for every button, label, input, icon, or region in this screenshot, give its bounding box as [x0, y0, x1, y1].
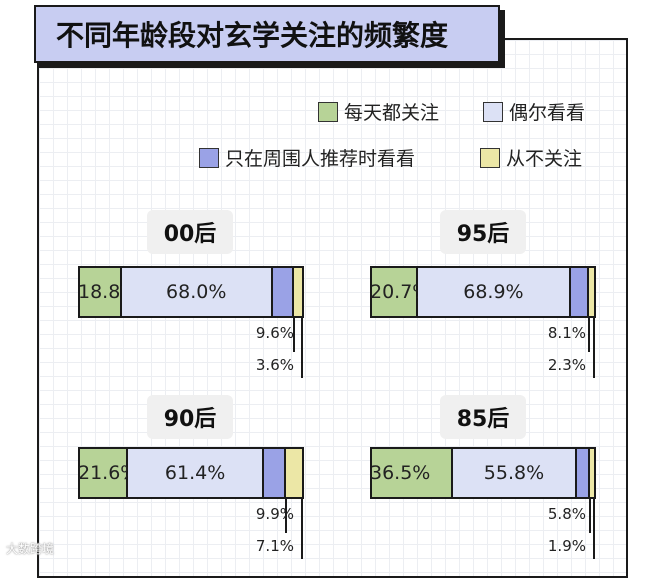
panel-0-value-label-never: 3.6% — [255, 356, 294, 374]
panel-3-stacked-bar: 36.5% 55.8% — [370, 447, 596, 499]
panel-2-value-label-never: 7.1% — [255, 537, 294, 555]
legend-item-never: 从不关注 — [480, 144, 582, 171]
panel-2-leader-never — [301, 497, 303, 559]
panel-3-value-label-never: 1.9% — [547, 537, 586, 555]
legend-item-daily: 每天都关注 — [318, 98, 439, 125]
panel-0-value-label-recommended: 9.6% — [255, 324, 294, 342]
panel-2-stacked-bar: 21.6% 61.4% — [78, 447, 304, 499]
panel-0-group-label: 00后 — [147, 210, 233, 254]
panel-0-leader-never — [301, 316, 303, 378]
panel-1-value-label-never: 2.3% — [547, 356, 586, 374]
panel-1-value-label-occasional: 68.9% — [463, 281, 524, 303]
panel-3-leader-never — [593, 497, 595, 559]
panel-1-value-label-daily: 20.7% — [370, 281, 431, 303]
panel-3-group-label: 85后 — [440, 395, 526, 439]
panel-3-segment-daily: 36.5% — [370, 449, 454, 497]
panel-1-value-label-recommended: 8.1% — [547, 324, 586, 342]
panel-1-leader-recommended — [587, 316, 590, 352]
panel-2-segment-never — [286, 449, 302, 497]
legend-item-occasional: 偶尔看看 — [483, 98, 585, 125]
legend-label-daily: 每天都关注 — [344, 102, 440, 124]
panel-0-segment-occasional: 68.0% — [121, 268, 273, 316]
panel-3-segment-occasional: 55.8% — [453, 449, 577, 497]
panel-2-segment-daily: 21.6% — [78, 449, 138, 497]
watermark-text: 大数跨境 — [6, 542, 55, 556]
panel-2-segment-recommended — [264, 449, 287, 497]
panel-2-value-label-daily: 21.6% — [78, 462, 139, 484]
legend-item-recommended: 只在周围人推荐时看看 — [199, 144, 415, 171]
panel-3-value-label-daily: 36.5% — [370, 462, 431, 484]
panel-0-value-label-occasional: 68.0% — [166, 281, 227, 303]
panel-2-value-label-occasional: 61.4% — [164, 462, 226, 484]
legend-label-never: 从不关注 — [506, 148, 583, 170]
panel-2-leader-recommended — [285, 497, 288, 533]
panel-0-segment-recommended — [272, 268, 294, 316]
panel-3-segment-recommended — [576, 449, 590, 497]
panel-3-segment-never — [589, 449, 594, 497]
panel-1-segment-never — [588, 268, 594, 316]
panel-1-segment-recommended — [570, 268, 589, 316]
legend-swatch-never — [480, 147, 500, 168]
legend-swatch-occasional — [483, 101, 503, 122]
panel-0-segment-daily: 18.8% — [78, 268, 138, 316]
panel-1-segment-daily: 20.7% — [370, 268, 430, 316]
legend-swatch-recommended — [199, 147, 219, 168]
panel-1-stacked-bar: 20.7% 68.9% — [370, 266, 596, 318]
legend-swatch-daily — [318, 101, 338, 122]
chart-title: 不同年龄段对玄学关注的频繁度 — [34, 5, 500, 63]
panel-2-value-label-recommended: 9.9% — [255, 505, 294, 523]
panel-0-leader-recommended — [293, 316, 295, 352]
panel-1-segment-occasional: 68.9% — [417, 268, 571, 316]
panel-2-group-label: 90后 — [147, 395, 233, 439]
panel-3-leader-recommended — [588, 497, 591, 533]
panel-2-segment-occasional: 61.4% — [127, 449, 265, 497]
panel-1-group-label: 95后 — [440, 210, 526, 254]
legend-label-recommended: 只在周围人推荐时看看 — [225, 148, 416, 170]
panel-3-value-label-recommended: 5.8% — [547, 505, 586, 523]
panel-0-stacked-bar: 18.8% 68.0% — [78, 266, 304, 318]
panel-1-leader-never — [593, 316, 595, 378]
legend-label-occasional: 偶尔看看 — [509, 102, 586, 124]
panel-0-segment-never — [293, 268, 302, 316]
panel-3-value-label-occasional: 55.8% — [483, 462, 545, 484]
